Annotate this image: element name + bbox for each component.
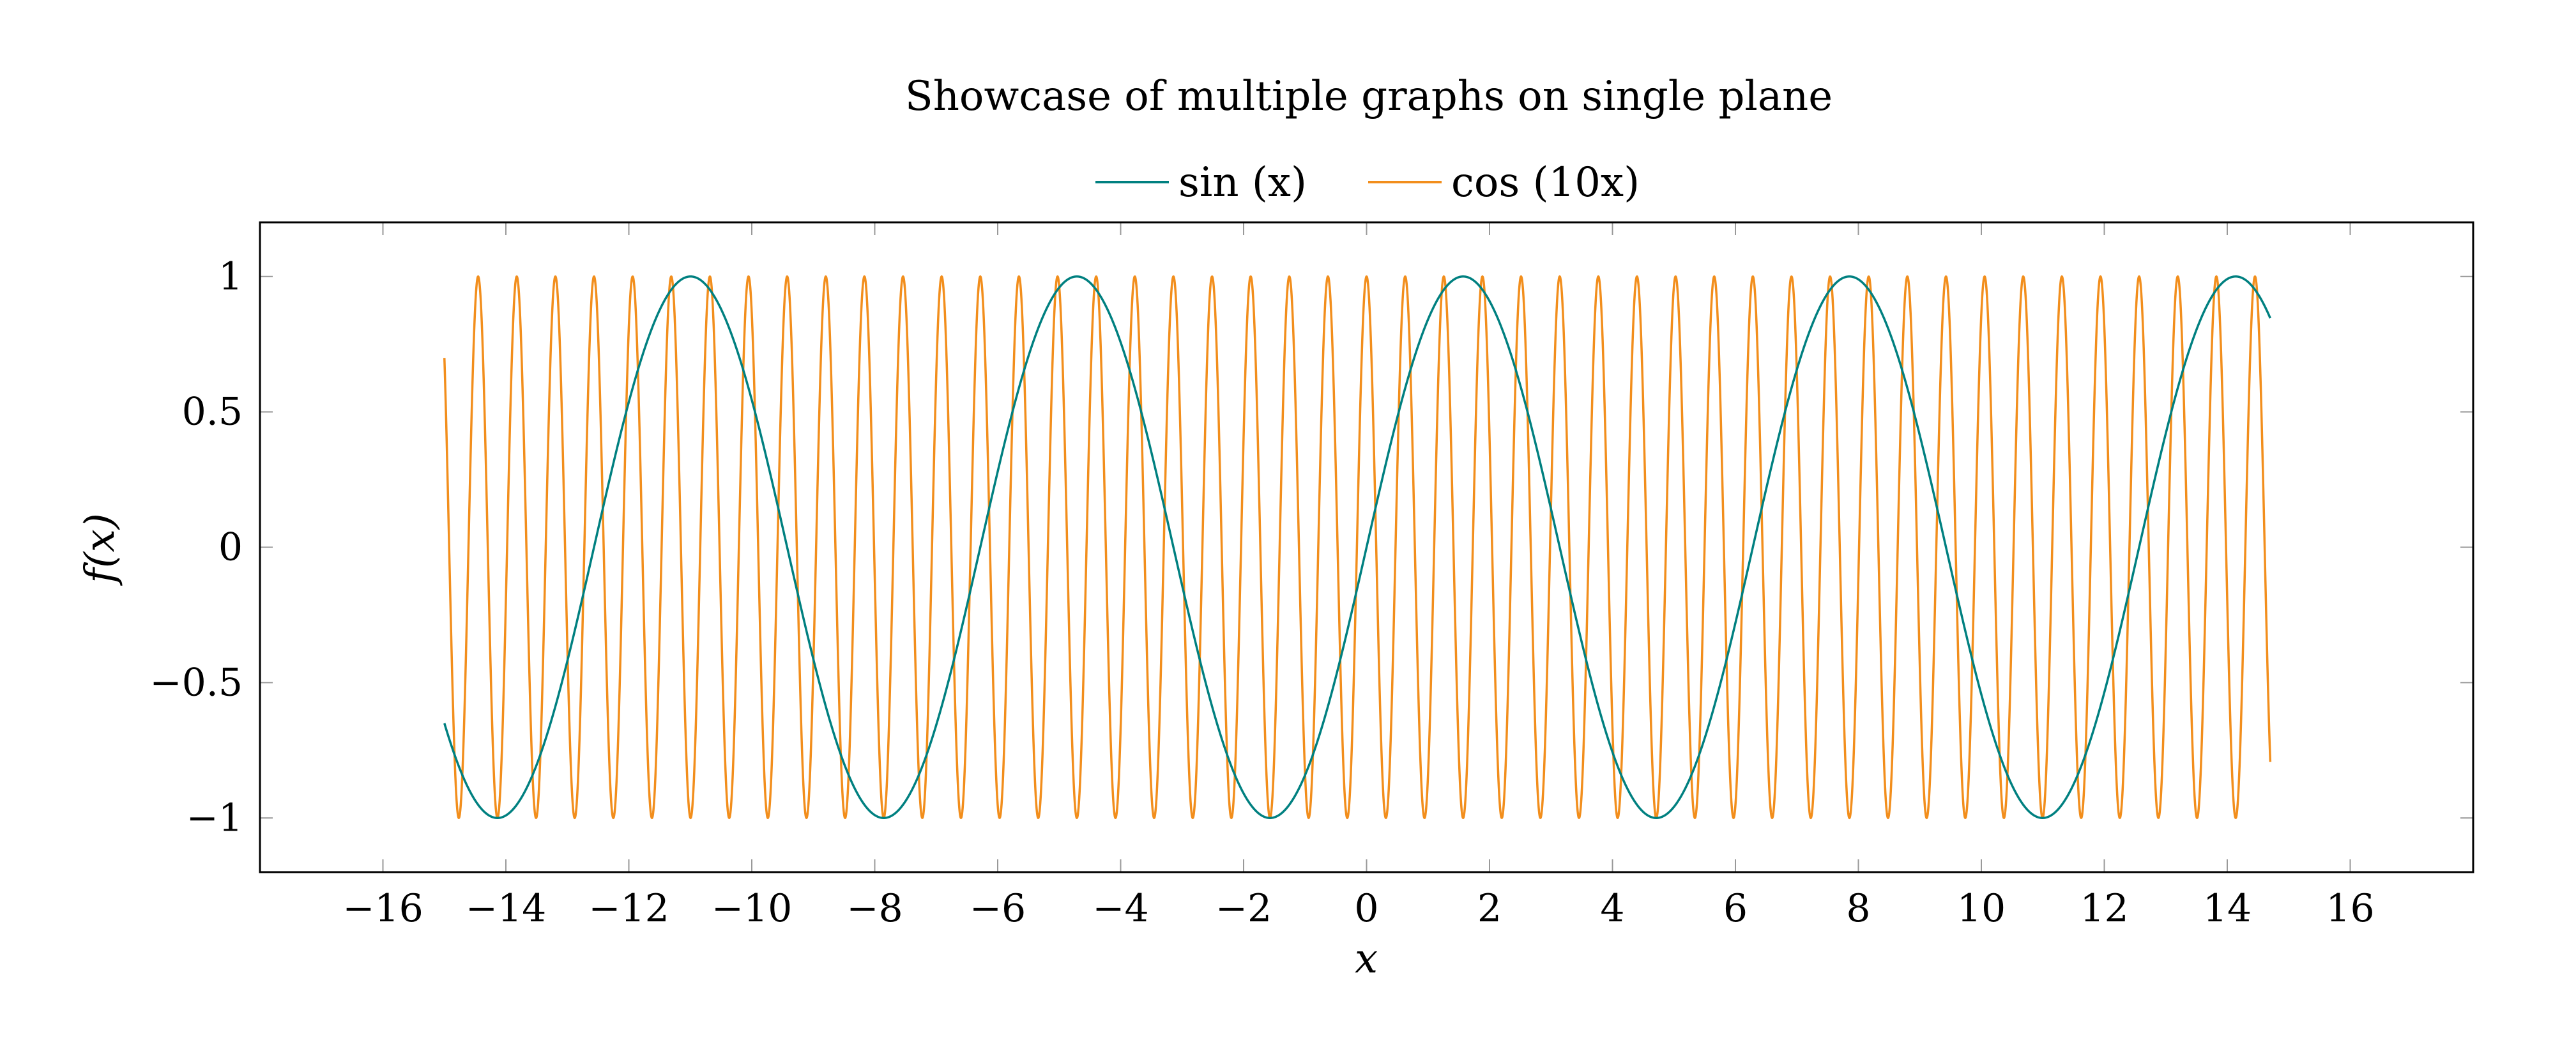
x-tick-label: 16 (2326, 886, 2374, 931)
x-tick-label: 2 (1477, 886, 1502, 931)
y-axis-ticks: −1 −0.5 0 0.5 1 (149, 254, 2473, 840)
x-tick-label: −10 (712, 886, 793, 931)
legend: sin (x) cos (10x) (1095, 159, 1640, 206)
series-line-cos (443, 275, 2272, 819)
series-group (443, 275, 2272, 819)
x-tick-label: −6 (970, 886, 1026, 931)
y-tick-label: −0.5 (149, 660, 243, 705)
x-tick-label: −2 (1216, 886, 1272, 931)
chart-title: Showcase of multiple graphs on single pl… (905, 73, 1833, 120)
plot-frame (259, 221, 2474, 873)
y-tick-label: 0.5 (182, 390, 243, 434)
x-tick-label: −8 (846, 886, 903, 931)
y-tick-label: −1 (187, 795, 243, 840)
x-tick-label: 12 (2080, 886, 2128, 931)
x-tick-label: −14 (466, 886, 547, 931)
y-tick-label: 0 (218, 525, 243, 570)
x-tick-label: 14 (2203, 886, 2252, 931)
x-tick-label: 8 (1846, 886, 1870, 931)
x-axis-label: x (1355, 935, 1378, 983)
x-tick-label: −4 (1092, 886, 1148, 931)
x-tick-label: 4 (1600, 886, 1624, 931)
x-tick-label: −12 (588, 886, 669, 931)
x-tick-label: 10 (1957, 886, 2006, 931)
legend-label-sin: sin (x) (1178, 159, 1307, 206)
x-axis-ticks: −16 −14 −12 −10 −8 −6 −4 −2 0 2 4 6 8 10 12 14 16 (342, 222, 2375, 931)
legend-label-cos: cos (10x) (1451, 159, 1640, 206)
y-axis-label: f(x) (77, 513, 124, 586)
x-tick-label: 0 (1354, 886, 1378, 931)
x-tick-label: −16 (342, 886, 423, 931)
series-line-sin (443, 275, 2271, 819)
y-tick-label: 1 (218, 254, 243, 299)
x-tick-label: 6 (1723, 886, 1748, 931)
